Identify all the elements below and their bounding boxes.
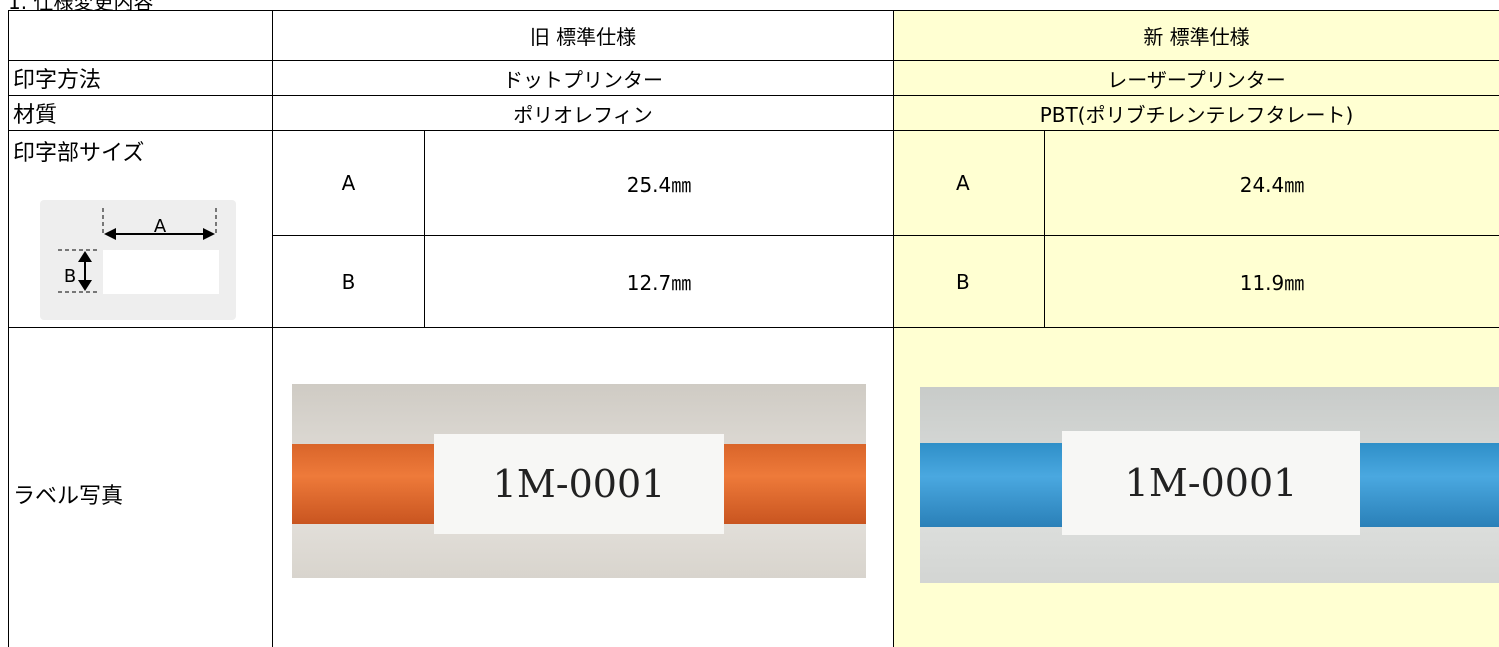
- dim-value: 12.7㎜: [424, 235, 893, 327]
- photo-tag: 1M-0001: [434, 434, 724, 534]
- dim-label: B: [272, 235, 424, 327]
- page: 1. 仕様変更内容 旧 標準仕様 新 標準仕様 印字方法 ドットプリンター レー…: [8, 0, 1499, 647]
- old-value: ドットプリンター: [272, 60, 893, 95]
- size-diagram: A B: [40, 200, 236, 320]
- dim-label: B: [893, 235, 1044, 327]
- size-cell: 印字部サイズ A B: [8, 130, 272, 327]
- dim-value: 25.4㎜: [424, 130, 893, 235]
- new-value: PBT(ポリブチレンテレフタレート): [893, 95, 1499, 130]
- dim-label: A: [272, 130, 424, 235]
- diagram-label: B: [64, 266, 76, 287]
- old-value: ポリオレフィン: [272, 95, 893, 130]
- corner-cell: [8, 10, 272, 60]
- new-photo: 1M-0001: [920, 387, 1499, 583]
- old-photo: 1M-0001: [292, 384, 866, 578]
- row-label: 印字部サイズ: [13, 141, 145, 166]
- new-header: 新 標準仕様: [893, 10, 1499, 60]
- old-photo-cell: [272, 327, 893, 647]
- diagram-label: A: [154, 216, 167, 237]
- row-label: 材質: [8, 95, 272, 130]
- dim-value: 24.4㎜: [1044, 130, 1499, 235]
- photo-tag: 1M-0001: [1062, 431, 1360, 535]
- row-label: ラベル写真: [8, 327, 272, 647]
- dim-value: 11.9㎜: [1044, 235, 1499, 327]
- dim-label: A: [893, 130, 1044, 235]
- old-header: 旧 標準仕様: [272, 10, 893, 60]
- row-label: 印字方法: [8, 60, 272, 95]
- new-value: レーザープリンター: [893, 60, 1499, 95]
